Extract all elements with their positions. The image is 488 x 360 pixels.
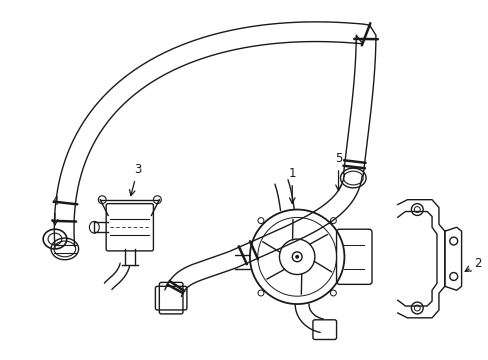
Text: 4: 4 xyxy=(51,194,59,225)
Text: 5: 5 xyxy=(334,152,342,190)
Text: 2: 2 xyxy=(464,257,481,271)
Text: 1: 1 xyxy=(288,167,295,203)
Circle shape xyxy=(295,255,299,259)
Text: 3: 3 xyxy=(129,163,141,195)
